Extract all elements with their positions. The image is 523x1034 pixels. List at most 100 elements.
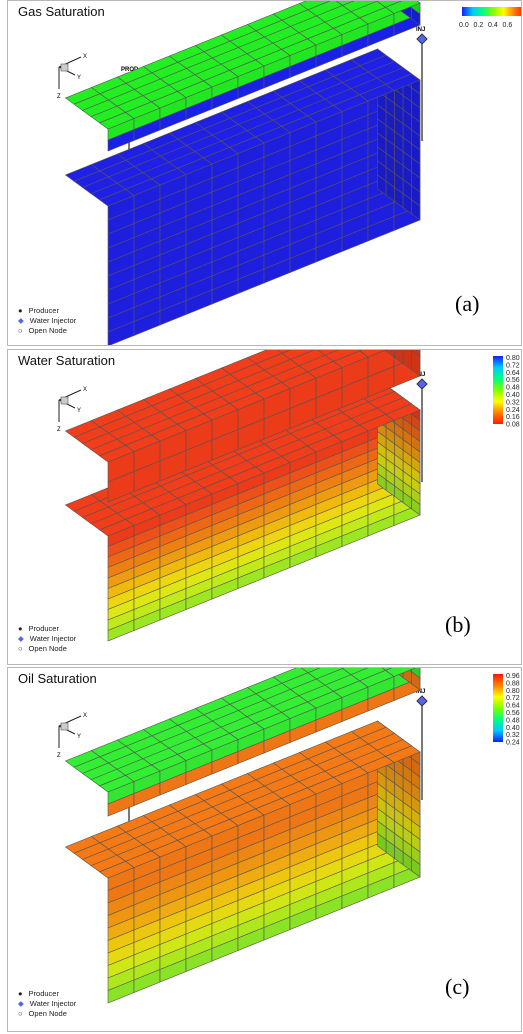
upper-reservoir-block [64, 350, 421, 503]
scale-tick-label: 0.40 [506, 392, 520, 399]
producer-well-label: PROD [121, 67, 139, 73]
top-cell [384, 668, 416, 677]
injector-icon: ◆ [18, 316, 24, 325]
top-cell [246, 350, 283, 365]
panel-caption: (b) [445, 612, 471, 637]
top-cell [324, 350, 361, 362]
injector-well-icon [416, 378, 428, 390]
color-scale-bar [462, 7, 521, 16]
scale-tick-label: 0.80 [506, 688, 520, 695]
reservoir-model-oil: PRODINJXYZ0.960.880.800.720.640.560.480.… [57, 668, 520, 1004]
color-scale: 0.0 0.2 0.4 0.6 [459, 7, 521, 29]
scale-tick-label: 0.32 [506, 399, 520, 406]
open-node-icon: ○ [18, 1009, 23, 1018]
top-cell [350, 48, 387, 67]
producer-icon: ● [18, 989, 23, 998]
scale-tick-label: 0.56 [506, 377, 520, 384]
scale-tick-label: 0.72 [506, 695, 520, 702]
panel-title: Gas Saturation [18, 4, 105, 19]
well-legend: ● Producer ◆ Water Injector ○ Open Node [18, 989, 77, 1018]
axis-z-label: Z [57, 94, 61, 100]
scale-tick-label: 0.4 [488, 22, 498, 29]
scale-tick-label: 0.80 [506, 355, 520, 362]
top-cell [376, 1, 402, 8]
panel-title: Oil Saturation [18, 671, 97, 686]
axis-triad-icon: X Y Z [57, 54, 87, 100]
upper-reservoir-block [64, 668, 421, 817]
top-cell [307, 1, 344, 17]
injector-well-icon [416, 33, 428, 45]
top-cell [281, 350, 315, 360]
scale-tick-label: 0.24 [506, 407, 520, 414]
side-cell [377, 832, 387, 853]
panel-water-saturation: Water Saturation PRODINJXYZ0.800.720.640… [7, 349, 522, 665]
top-cell [341, 668, 369, 675]
scale-tick-label: 0.56 [506, 710, 520, 717]
well-legend: ● Producer ◆ Water Injector ○ Open Node [18, 624, 77, 653]
axis-x-label: X [83, 713, 87, 719]
producer-icon: ● [18, 306, 23, 315]
side-cell [377, 174, 387, 196]
top-cell [357, 350, 363, 352]
top-cell [381, 668, 392, 671]
open-node-icon: ○ [18, 326, 23, 335]
lower-reservoir-block [64, 720, 421, 1004]
reservoir-model-gas: PROD INJ X Y Z 0.0 0.2 0.4 0.6 [57, 1, 521, 345]
scale-tick-label: 0.6 [503, 22, 513, 29]
injector-well-icon [416, 695, 428, 707]
axis-z-label: Z [57, 753, 61, 759]
axis-x-label: X [83, 54, 87, 60]
axis-y-label: Y [77, 75, 81, 81]
injector-icon: ◆ [18, 999, 24, 1008]
upper-reservoir-block [64, 1, 421, 152]
axis-triad-icon: X Y Z [57, 713, 87, 759]
scale-tick-label: 0.16 [506, 414, 520, 421]
scale-tick-label: 0.64 [506, 703, 520, 710]
scale-tick-label: 0.88 [506, 680, 520, 687]
producer-icon: ● [18, 624, 23, 633]
axis-triad-icon: X Y Z [57, 387, 87, 433]
top-cell [277, 350, 291, 354]
injector-well-label: INJ [416, 689, 425, 695]
lower-reservoir-block [64, 48, 421, 345]
panel-gas-saturation: Gas Saturation PROD INJ X Y Z 0.0 0.2 0.4 0.6 ● P… [7, 0, 522, 346]
reservoir-model-water: PRODINJXYZ0.800.720.640.560.480.400.320.… [57, 350, 520, 642]
axis-y-label: Y [77, 408, 81, 414]
top-cell [341, 1, 378, 12]
scale-tick-label: 0.32 [506, 732, 520, 739]
color-scale: 0.800.720.640.560.480.400.320.240.160.08 [493, 355, 520, 429]
scale-tick-label: 0.96 [506, 673, 520, 680]
top-cell [335, 1, 355, 6]
scale-tick-label: 0.0 [459, 22, 469, 29]
scale-tick-label: 0.48 [506, 717, 520, 724]
axis-z-label: Z [57, 427, 61, 433]
axis-x-label: X [83, 387, 87, 393]
open-node-icon: ○ [18, 644, 23, 653]
injector-icon: ◆ [18, 634, 24, 643]
scale-tick-label: 0.24 [506, 740, 520, 747]
top-cell [307, 668, 344, 680]
scale-tick-label: 0.2 [474, 22, 484, 29]
scale-tick-label: 0.64 [506, 370, 520, 377]
top-cell [272, 668, 309, 684]
top-cell [298, 1, 331, 11]
top-cell [301, 668, 321, 674]
color-scale: 0.960.880.800.720.640.560.480.400.320.24 [493, 673, 520, 747]
injector-well-label: INJ [416, 27, 425, 33]
scale-tick-label: 0.72 [506, 362, 520, 369]
top-cell [317, 350, 339, 356]
side-cell [377, 472, 387, 491]
panel-title: Water Saturation [18, 353, 116, 368]
panel-caption: (c) [445, 974, 470, 999]
scale-tick-label: 0.40 [506, 725, 520, 732]
top-cell [289, 350, 326, 366]
scale-tick-label: 0.08 [506, 422, 520, 429]
injector-well-label: INJ [416, 372, 425, 378]
axis-y-label: Y [77, 734, 81, 740]
top-cell [350, 720, 387, 739]
scale-tick-label: 0.48 [506, 385, 520, 392]
panel-oil-saturation: Oil Saturation PRODINJXYZ0.960.880.800.7… [7, 667, 522, 1032]
color-scale-bar [493, 356, 503, 424]
panel-caption: (a) [455, 291, 480, 316]
top-cell [358, 350, 387, 358]
